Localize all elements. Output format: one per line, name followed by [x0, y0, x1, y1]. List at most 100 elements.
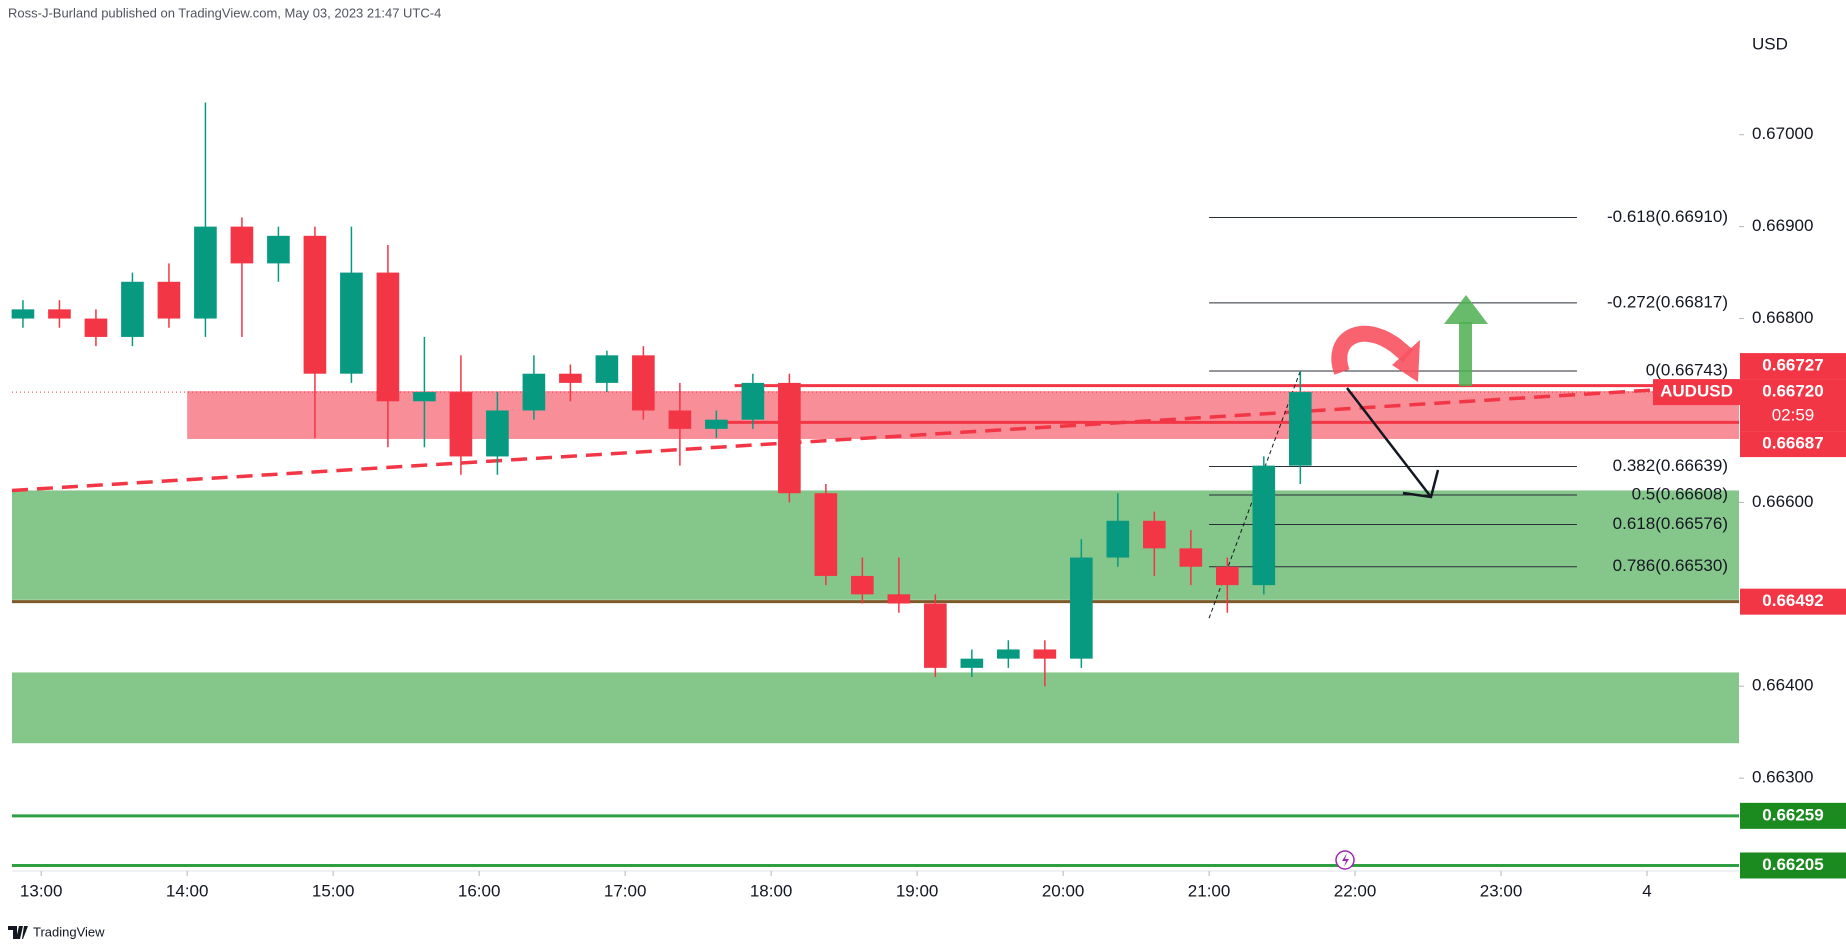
- candle-body: [376, 272, 400, 402]
- candle: [1289, 370, 1312, 485]
- candle: [413, 336, 436, 448]
- footer: TradingView: [8, 924, 105, 939]
- candle-body: [1033, 649, 1057, 659]
- price-label: 0.66727: [1762, 356, 1823, 375]
- candle: [705, 410, 728, 439]
- candle-body: [449, 392, 473, 457]
- logo: [8, 926, 28, 939]
- fib-label: 0.5(0.66608): [1632, 485, 1728, 504]
- candle: [1033, 640, 1057, 687]
- trendline: [11, 382, 1740, 493]
- candle-body: [48, 309, 71, 319]
- x-tick-label: 23:00: [1480, 881, 1523, 900]
- candle-body: [1070, 557, 1093, 659]
- candle: [121, 272, 144, 347]
- candle-body: [778, 382, 801, 494]
- candle-body: [1252, 465, 1276, 586]
- price-label: 0.66492: [1762, 591, 1823, 610]
- fib-label: 0.618(0.66576): [1613, 514, 1728, 533]
- zone: [12, 672, 1739, 744]
- x-tick-label: 13:00: [20, 881, 63, 900]
- candle-body: [668, 410, 692, 429]
- x-tick-label: 16:00: [458, 881, 501, 900]
- candle-body: [595, 355, 619, 383]
- x-tick-label: 15:00: [312, 881, 355, 900]
- candle-body: [705, 419, 728, 429]
- y-tick-label: 0.67000: [1752, 124, 1813, 143]
- candle-body: [413, 392, 436, 402]
- candle: [84, 309, 108, 347]
- last-price-box: [1740, 379, 1846, 432]
- price-label: 0.66687: [1762, 434, 1823, 453]
- candle-body: [1289, 392, 1312, 466]
- candle-body: [340, 272, 363, 374]
- candle-body: [11, 309, 35, 319]
- candle: [449, 355, 473, 475]
- candle: [960, 649, 984, 678]
- candle: [924, 594, 947, 678]
- candle-body: [121, 281, 144, 337]
- last-price-label: 0.66720: [1762, 382, 1823, 401]
- candle: [668, 382, 692, 466]
- price-label-box: [1740, 852, 1846, 879]
- candle-body: [997, 649, 1020, 659]
- candle-body: [1216, 566, 1239, 586]
- y-tick-label: 0.66400: [1752, 676, 1813, 695]
- candle: [997, 640, 1020, 668]
- candle: [1252, 456, 1276, 595]
- candle: [48, 300, 71, 328]
- attribution: Ross-J-Burland published on TradingView.…: [8, 5, 441, 20]
- candle-body: [924, 603, 947, 668]
- countdown: 02:59: [1772, 406, 1815, 425]
- candle: [11, 300, 35, 328]
- y-tick-label: 0.66600: [1752, 492, 1813, 511]
- black-arrow-head: [1402, 469, 1440, 499]
- green-arrow-head: [1444, 295, 1488, 324]
- fib-label: -0.272(0.66817): [1607, 292, 1728, 311]
- symbol-box: [1653, 379, 1740, 406]
- candle-body: [194, 226, 217, 319]
- candle-body: [741, 382, 765, 420]
- candle-body: [84, 318, 108, 337]
- candle: [814, 484, 838, 586]
- price-label: 0.66205: [1762, 855, 1823, 874]
- y-tick-label: 0.66900: [1752, 216, 1813, 235]
- candle: [595, 350, 619, 393]
- red-curved-arrow: [1331, 325, 1414, 375]
- price-label-box: [1740, 588, 1846, 615]
- price-label: 0.66259: [1762, 805, 1823, 824]
- candle: [1143, 511, 1166, 576]
- fib-label: 0.786(0.66530): [1613, 556, 1728, 575]
- candle-body: [157, 281, 181, 319]
- candle: [340, 226, 363, 383]
- candle: [632, 346, 655, 420]
- y-tick-label: 0.66800: [1752, 308, 1813, 327]
- event-bolt: [1342, 853, 1349, 867]
- candle: [1216, 557, 1239, 613]
- candle: [230, 217, 254, 337]
- candle: [778, 373, 801, 503]
- x-tick-label: 18:00: [750, 881, 793, 900]
- candle-body: [267, 235, 290, 264]
- candle-body: [1143, 520, 1166, 549]
- zone: [12, 490, 1739, 600]
- candle-body: [1179, 548, 1203, 567]
- footer-text: TradingView: [33, 924, 105, 939]
- candle: [157, 263, 181, 328]
- candle-body: [230, 226, 254, 264]
- currency: USD: [1752, 34, 1788, 53]
- candle-body: [1106, 520, 1130, 558]
- candle-body: [486, 410, 509, 457]
- candle-body: [522, 373, 546, 411]
- candle: [486, 392, 509, 475]
- y-tick-label: 0.66300: [1752, 768, 1813, 787]
- x-tick-label: 4: [1642, 881, 1651, 900]
- candle-body: [632, 355, 655, 411]
- candle: [194, 102, 217, 337]
- x-tick-label: 21:00: [1188, 881, 1231, 900]
- candle: [267, 226, 290, 282]
- fib-label: -0.618(0.66910): [1607, 207, 1728, 226]
- candle-body: [303, 235, 327, 374]
